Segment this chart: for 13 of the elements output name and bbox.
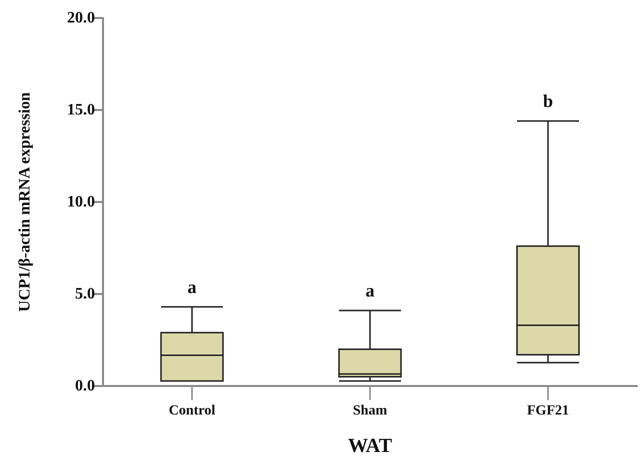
- y-tick-label: 5.0: [75, 286, 95, 302]
- y-tick-label: 20.0: [67, 10, 95, 26]
- y-tick-label: 10.0: [67, 194, 95, 210]
- y-axis-title: UCP1/β-actin mRNA expression: [16, 92, 34, 312]
- x-tick-label: Control: [168, 404, 216, 418]
- x-axis-title: WAT: [348, 435, 393, 457]
- y-tick-label: 15.0: [67, 102, 95, 118]
- annotation: b: [542, 91, 554, 112]
- annotation: a: [366, 280, 374, 301]
- y-tick-label: 0.0: [75, 378, 95, 394]
- x-tick-label: Sham: [352, 404, 388, 418]
- x-tick-label: FGF21: [527, 404, 569, 418]
- annotation: a: [188, 276, 196, 297]
